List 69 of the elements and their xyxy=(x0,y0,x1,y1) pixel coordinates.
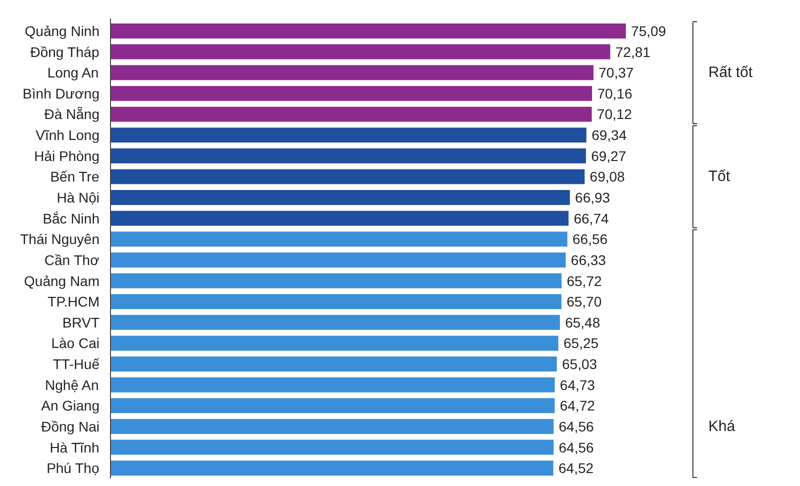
bar xyxy=(110,106,592,122)
bar xyxy=(110,252,566,268)
y-tick-label: TT-Huế xyxy=(52,356,100,372)
y-tick-label: Hà Nội xyxy=(56,190,100,206)
bar xyxy=(110,273,562,288)
bar xyxy=(110,128,586,143)
data-label: 66,74 xyxy=(574,210,609,226)
bar xyxy=(110,169,585,184)
data-label: 64,56 xyxy=(558,418,594,434)
data-label: 65,25 xyxy=(564,335,599,352)
bar xyxy=(110,440,554,455)
data-label: 64,56 xyxy=(558,439,594,456)
bar xyxy=(110,336,558,351)
data-label: 72,81 xyxy=(615,44,651,60)
y-tick-label: BRVT xyxy=(62,314,100,330)
data-label: 69,27 xyxy=(591,148,626,164)
bar xyxy=(110,356,557,372)
bar xyxy=(110,294,562,310)
y-tick-label: Cần Thơ xyxy=(44,252,100,268)
y-tick-label: Quảng Nam xyxy=(24,272,100,289)
y-tick-label: TP.HCM xyxy=(48,294,100,310)
bar xyxy=(110,190,570,205)
data-label: 65,70 xyxy=(566,294,602,310)
bar xyxy=(110,377,555,392)
y-tick-label: Phú Thọ xyxy=(46,460,100,476)
bar xyxy=(110,65,594,80)
y-tick-label: Hải Phòng xyxy=(34,148,100,164)
data-label: 70,16 xyxy=(597,85,632,102)
bar xyxy=(110,86,592,101)
text: Tốt xyxy=(708,168,731,186)
y-tick-label: Quảng Ninh xyxy=(24,22,100,39)
bar xyxy=(110,148,586,164)
data-label: 69,08 xyxy=(590,168,626,185)
bar xyxy=(110,23,626,38)
y-tick-label: Đồng Tháp xyxy=(30,44,100,60)
bar xyxy=(110,398,555,414)
y-tick-label: Đà Nẵng xyxy=(44,106,100,122)
data-label: 75,09 xyxy=(631,22,666,39)
data-label: 65,03 xyxy=(562,356,598,372)
data-label: 65,48 xyxy=(565,314,600,330)
y-tick-label: Lào Cai xyxy=(51,335,100,352)
data-label: 69,34 xyxy=(592,127,627,144)
data-label: 64,72 xyxy=(560,398,596,414)
bar xyxy=(110,460,554,476)
data-label: 70,37 xyxy=(598,64,634,81)
bar xyxy=(110,418,554,434)
y-tick-label: Bắc Ninh xyxy=(42,210,100,226)
y-tick-label: Bến Tre xyxy=(50,168,100,185)
y-tick-label: Nghệ An xyxy=(45,376,99,393)
text: Khá xyxy=(708,418,736,435)
y-tick-label: An Giang xyxy=(41,398,100,414)
y-tick-label: Đồng Nai xyxy=(41,418,100,434)
bar xyxy=(110,232,568,247)
data-label: 66,33 xyxy=(570,252,606,268)
y-tick-label: Vĩnh Long xyxy=(36,127,100,144)
data-label: 70,12 xyxy=(596,106,632,122)
bar xyxy=(110,44,610,60)
y-tick-label: Hà Tĩnh xyxy=(50,439,100,456)
bar xyxy=(110,314,560,330)
y-tick-label: Bình Dương xyxy=(22,85,100,102)
data-label: 65,72 xyxy=(566,272,602,289)
data-label: 64,52 xyxy=(558,460,594,476)
data-label: 64,73 xyxy=(560,376,596,393)
data-label: 66,93 xyxy=(575,190,610,206)
text: Rất tốt xyxy=(708,64,754,82)
y-tick-label: Thái Nguyên xyxy=(20,231,100,248)
y-tick-label: Long An xyxy=(47,64,99,81)
data-label: 66,56 xyxy=(572,231,608,248)
bar xyxy=(110,210,569,226)
